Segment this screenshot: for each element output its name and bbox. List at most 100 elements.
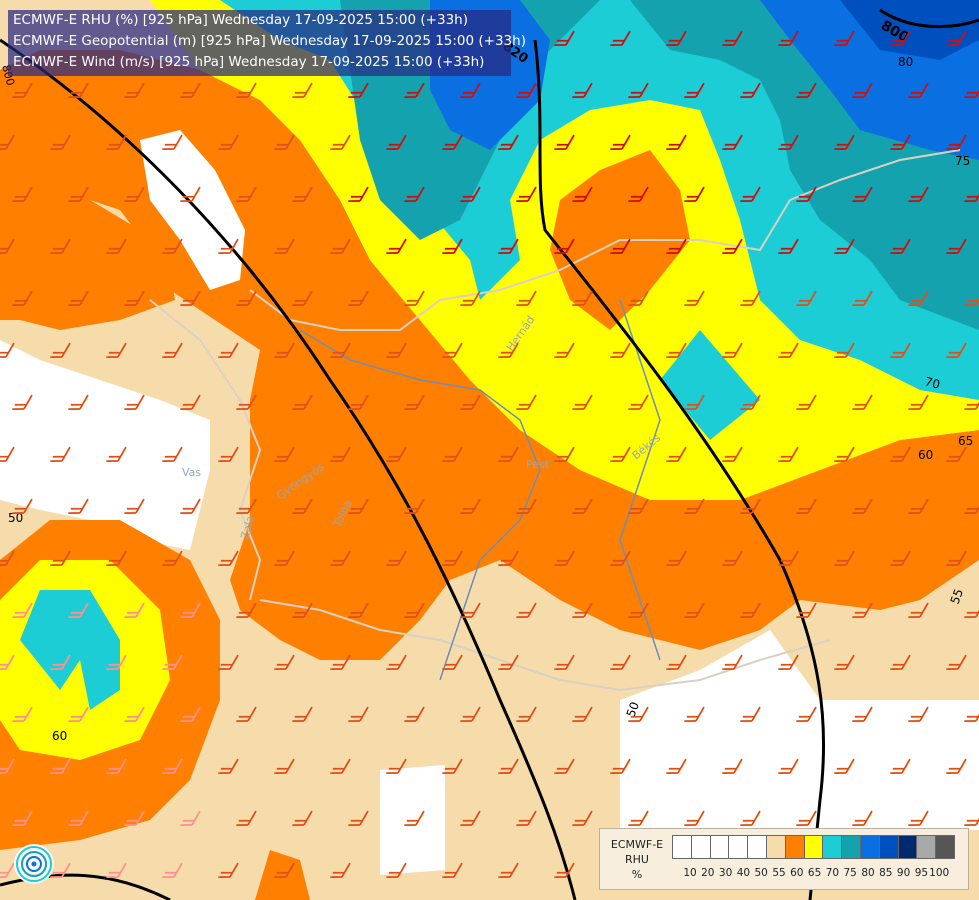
wind-barb — [124, 706, 145, 723]
wind-barb — [50, 862, 71, 879]
wind-barb — [106, 550, 127, 567]
wind-barb — [50, 134, 71, 151]
river-tisza — [619, 299, 661, 661]
wind-barb — [684, 602, 705, 619]
wind-barb — [386, 134, 407, 151]
wind-barb — [740, 186, 761, 203]
rhu-label-70: 70 — [923, 374, 941, 391]
wind-barb — [180, 706, 201, 723]
wind-barb — [796, 498, 817, 515]
wind-barb — [834, 342, 855, 359]
wind-barb — [68, 394, 89, 411]
legend-tick-label: 75 — [843, 867, 857, 879]
wind-barb — [740, 810, 761, 827]
wind-barb — [292, 498, 313, 515]
legend-title-model: ECMWF-E — [610, 838, 664, 851]
legend-tick-label: 20 — [701, 867, 715, 879]
wind-barb — [572, 810, 593, 827]
wind-barb — [106, 758, 127, 775]
wind-barb — [964, 498, 979, 515]
wind-barb — [964, 186, 979, 203]
wind-barb — [722, 342, 743, 359]
wind-barb — [348, 290, 369, 307]
wind-barb — [404, 394, 425, 411]
wind-barb — [460, 394, 481, 411]
wind-barb — [610, 550, 631, 567]
wind-barb — [348, 810, 369, 827]
wind-barb — [778, 758, 799, 775]
wind-barb — [964, 394, 979, 411]
legend-title-unit: % — [631, 868, 643, 881]
wind-barb — [218, 758, 239, 775]
wind-barb — [386, 550, 407, 567]
geopotential-contour-northeast — [879, 8, 979, 28]
wind-barb — [572, 290, 593, 307]
wind-barb — [162, 238, 183, 255]
wind-barb — [50, 654, 71, 671]
wind-barb — [68, 810, 89, 827]
wind-barb — [236, 706, 257, 723]
wind-barb — [124, 290, 145, 307]
wind-barb — [778, 550, 799, 567]
wind-barb — [50, 758, 71, 775]
rhu-50-region-southeast — [620, 630, 979, 830]
wind-barb — [722, 134, 743, 151]
wind-barb — [0, 654, 15, 671]
wind-barb — [68, 498, 89, 515]
wind-barb — [180, 186, 201, 203]
wind-barb — [460, 706, 481, 723]
wind-barb — [180, 810, 201, 827]
wind-barb — [12, 498, 33, 515]
wind-barb — [348, 186, 369, 203]
wind-barb — [908, 810, 929, 827]
wind-barb — [516, 394, 537, 411]
wind-barb — [292, 82, 313, 99]
wind-barb — [852, 186, 873, 203]
legend-swatch — [916, 835, 937, 859]
wind-barb — [162, 758, 183, 775]
wind-barb — [12, 602, 33, 619]
wind-barb — [908, 394, 929, 411]
wind-barb — [964, 706, 979, 723]
wind-barb — [628, 290, 649, 307]
wind-barb — [554, 654, 575, 671]
rhu-70-southwest-core — [20, 590, 120, 710]
wind-barb — [628, 602, 649, 619]
wind-barb — [946, 342, 967, 359]
wind-barb — [404, 82, 425, 99]
wind-barb — [460, 186, 481, 203]
wind-barb — [348, 602, 369, 619]
wind-barb — [292, 706, 313, 723]
wind-barb — [180, 498, 201, 515]
wind-barb — [442, 758, 463, 775]
wind-barb — [740, 602, 761, 619]
wind-barb — [666, 134, 687, 151]
wind-barb — [740, 394, 761, 411]
wind-barb — [218, 550, 239, 567]
wind-barb — [908, 706, 929, 723]
wind-barb — [292, 602, 313, 619]
wind-barb — [274, 862, 295, 879]
wind-barb — [722, 446, 743, 463]
legend-swatch — [878, 835, 899, 859]
wind-barb — [348, 498, 369, 515]
wind-barb — [330, 446, 351, 463]
wind-barb — [124, 498, 145, 515]
wind-barb — [68, 82, 89, 99]
country-border-west — [149, 299, 262, 601]
wind-barb — [236, 394, 257, 411]
wind-barb — [890, 446, 911, 463]
wind-barb — [0, 238, 15, 255]
rhu-label-50-w: 50 — [8, 511, 23, 525]
wind-barb — [796, 394, 817, 411]
rhu-label-80: 80 — [898, 55, 913, 69]
wind-barb — [106, 654, 127, 671]
legend-tick-label: 30 — [718, 867, 733, 879]
wind-barb — [330, 654, 351, 671]
wind-barb — [964, 602, 979, 619]
wind-barb — [236, 82, 257, 99]
wind-barb — [610, 654, 631, 671]
wind-barb — [404, 602, 425, 619]
wind-barb — [12, 290, 33, 307]
